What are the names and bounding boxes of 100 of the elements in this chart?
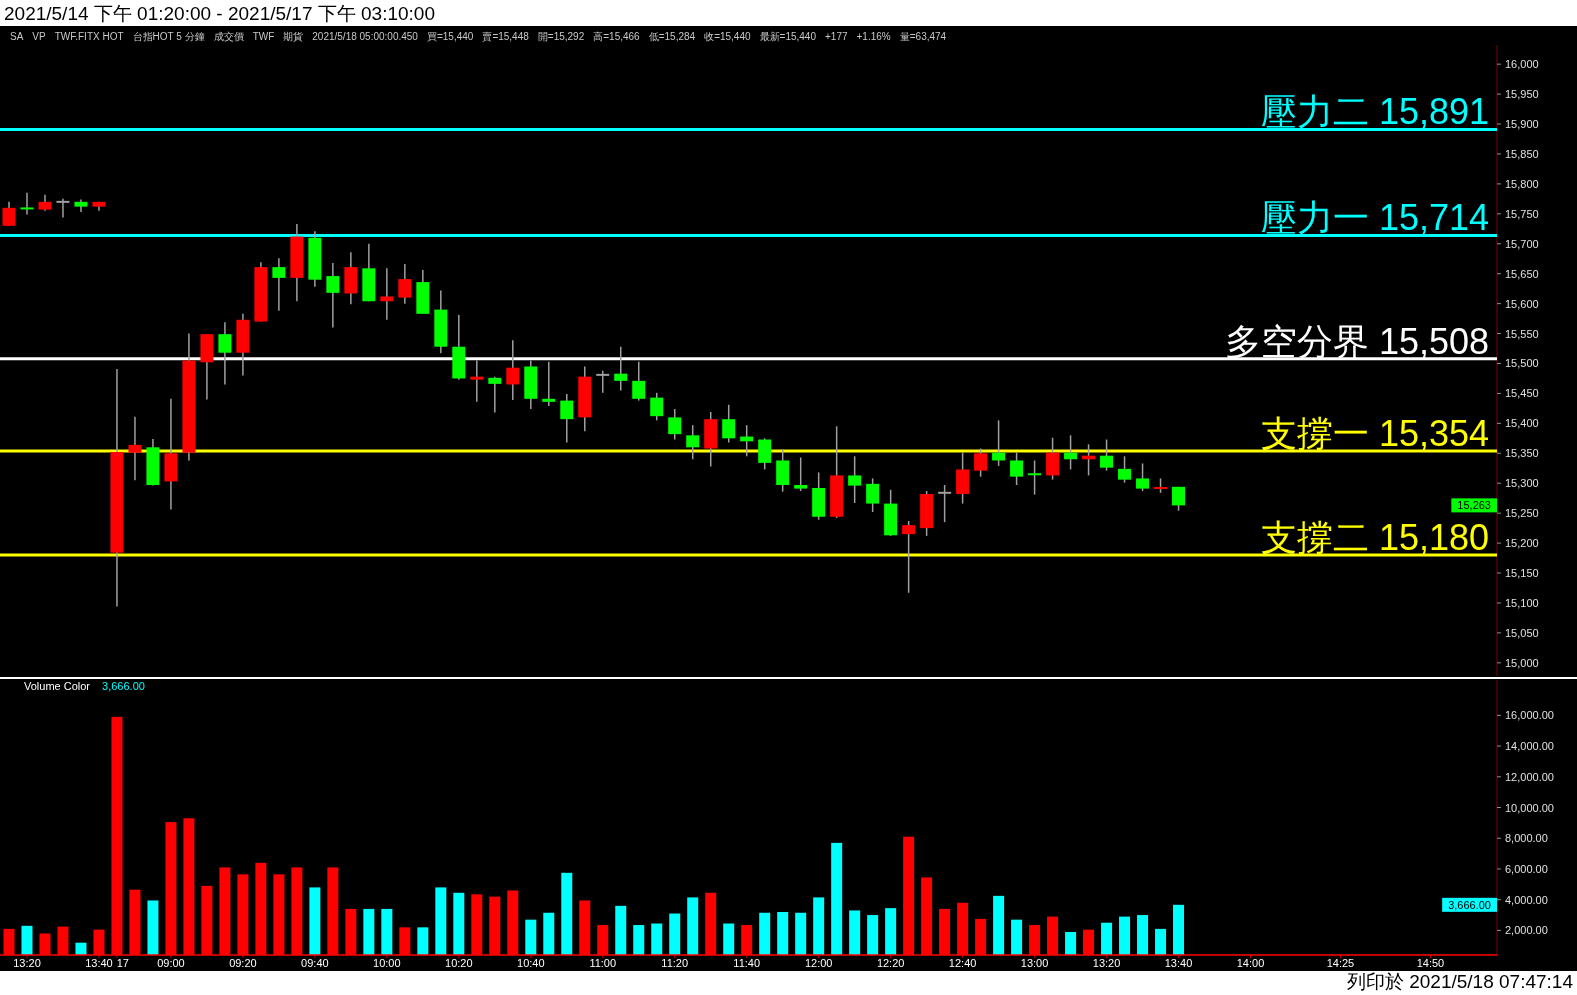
text: +177	[825, 31, 848, 42]
candlestick	[20, 192, 34, 216]
text: 賣=15,448	[482, 31, 530, 42]
ref-line-label: 支撐二 15,180	[1260, 517, 1489, 559]
x-tick-label: 10:00	[373, 957, 401, 969]
x-tick-label: 13:00	[1020, 957, 1049, 969]
x-tick-label: 11:40	[733, 957, 761, 969]
text: 買=15,440	[426, 31, 474, 42]
candlestick	[974, 447, 988, 478]
x-tick-label: 09:20	[229, 957, 257, 969]
candlestick	[866, 477, 880, 513]
x-tick-label: 14:00	[1236, 957, 1265, 969]
x-tick-label: 10:40	[517, 957, 545, 969]
text: TWF.FITX HOT	[54, 31, 124, 42]
y-tick-label: 15,900	[1505, 118, 1539, 131]
text: SA	[10, 31, 24, 42]
text: 成交價	[213, 31, 244, 42]
y-tick-label: 15,700	[1505, 237, 1539, 250]
y-tick-label: 12,000.00	[1505, 770, 1554, 783]
x-tick-label: 09:40	[301, 957, 329, 969]
candlestick	[488, 375, 502, 414]
ref-line-label: 壓力一 15,714	[1260, 197, 1489, 239]
y-tick-label: 16,000	[1505, 58, 1539, 71]
candlestick	[218, 321, 232, 386]
x-tick-label: 13:20	[13, 957, 41, 969]
text: TWF	[252, 31, 275, 42]
x-tick-label: 09:00	[157, 957, 185, 969]
candlestick	[992, 419, 1006, 467]
candlestick	[470, 359, 484, 403]
x-tick-label: 13:40	[1164, 957, 1193, 969]
chart-title: Volume Color	[24, 680, 91, 692]
text: +1.16%	[856, 31, 891, 42]
y-tick-label: 14,000.00	[1505, 740, 1554, 753]
y-tick-label: 15,500	[1505, 357, 1539, 370]
candlestick	[596, 369, 610, 394]
x-tick-label: 13:40	[85, 957, 113, 969]
y-tick-label: 6,000.00	[1505, 862, 1548, 875]
y-tick-label: 15,950	[1505, 88, 1539, 101]
x-tick-label: 11:00	[589, 957, 617, 969]
text: 收=15,440	[704, 31, 751, 42]
y-tick-label: 15,650	[1505, 267, 1539, 280]
candlestick	[650, 392, 664, 422]
y-tick-label: 15,300	[1505, 477, 1539, 490]
candlestick	[506, 339, 520, 401]
candlestick	[380, 267, 394, 321]
candlestick	[938, 484, 952, 523]
y-tick-label: 10,000.00	[1505, 801, 1554, 814]
candlestick	[1118, 455, 1132, 484]
candlestick	[1028, 459, 1042, 496]
text: 高=15,466	[593, 31, 641, 42]
y-tick-label: 15,450	[1505, 387, 1539, 400]
ref-line-label: 支撐一 15,354	[1260, 412, 1489, 454]
candlestick	[326, 262, 340, 329]
annotation: 3,666.00	[1448, 898, 1491, 911]
text: 2021/5/18 05:00:00.450	[312, 31, 419, 42]
x-tick-label: 12:00	[804, 957, 833, 969]
y-tick-label: 15,200	[1505, 537, 1539, 550]
y-tick-label: 15,800	[1505, 177, 1539, 190]
candlestick	[542, 360, 556, 407]
candlestick	[1010, 451, 1024, 486]
y-tick-label: 15,750	[1505, 207, 1539, 220]
y-tick-label: 15,050	[1505, 626, 1539, 639]
x-tick-label: 14:50	[1416, 957, 1445, 969]
ref-line-label: 壓力二 15,891	[1260, 91, 1489, 133]
y-tick-label: 15,600	[1505, 297, 1539, 310]
text: VP	[32, 31, 47, 42]
y-tick-label: 15,100	[1505, 596, 1539, 609]
candlestick	[398, 263, 412, 305]
x-tick-label: 10:20	[445, 957, 473, 969]
text: 列印於 2021/5/18 07:47:14	[1346, 971, 1574, 992]
y-tick-label: 15,350	[1505, 447, 1539, 460]
y-tick-label: 15,400	[1505, 417, 1539, 430]
candlestick	[722, 404, 736, 444]
candlestick	[668, 408, 682, 441]
text: 最新=15,440	[759, 31, 817, 42]
y-tick-label: 15,000	[1505, 656, 1539, 669]
text: 期貨	[283, 31, 304, 42]
text: 台指HOT 5 分鐘	[132, 31, 205, 42]
candlestick	[560, 393, 574, 444]
candlestick	[794, 456, 808, 492]
y-tick-label: 15,550	[1505, 327, 1539, 340]
x-tick-label: 17	[116, 957, 129, 969]
annotation: 15,263	[1457, 499, 1491, 512]
ref-line-label: 多空分界 15,508	[1224, 320, 1489, 362]
y-tick-label: 8,000.00	[1505, 832, 1548, 845]
candlestick	[614, 345, 628, 392]
candlestick	[1046, 436, 1060, 481]
y-tick-label: 2,000.00	[1505, 924, 1548, 937]
text: 量=63,474	[899, 31, 947, 42]
candlestick	[1100, 438, 1114, 472]
candlestick	[848, 455, 862, 504]
x-tick-label: 13:20	[1092, 957, 1121, 969]
candlestick	[56, 198, 70, 219]
candlestick	[686, 424, 700, 461]
candlestick	[632, 360, 646, 402]
text: 開=15,292	[537, 31, 585, 42]
candlestick	[2, 201, 16, 227]
y-tick-label: 15,850	[1505, 147, 1539, 160]
candlestick	[758, 437, 772, 471]
candlestick	[1136, 462, 1150, 492]
